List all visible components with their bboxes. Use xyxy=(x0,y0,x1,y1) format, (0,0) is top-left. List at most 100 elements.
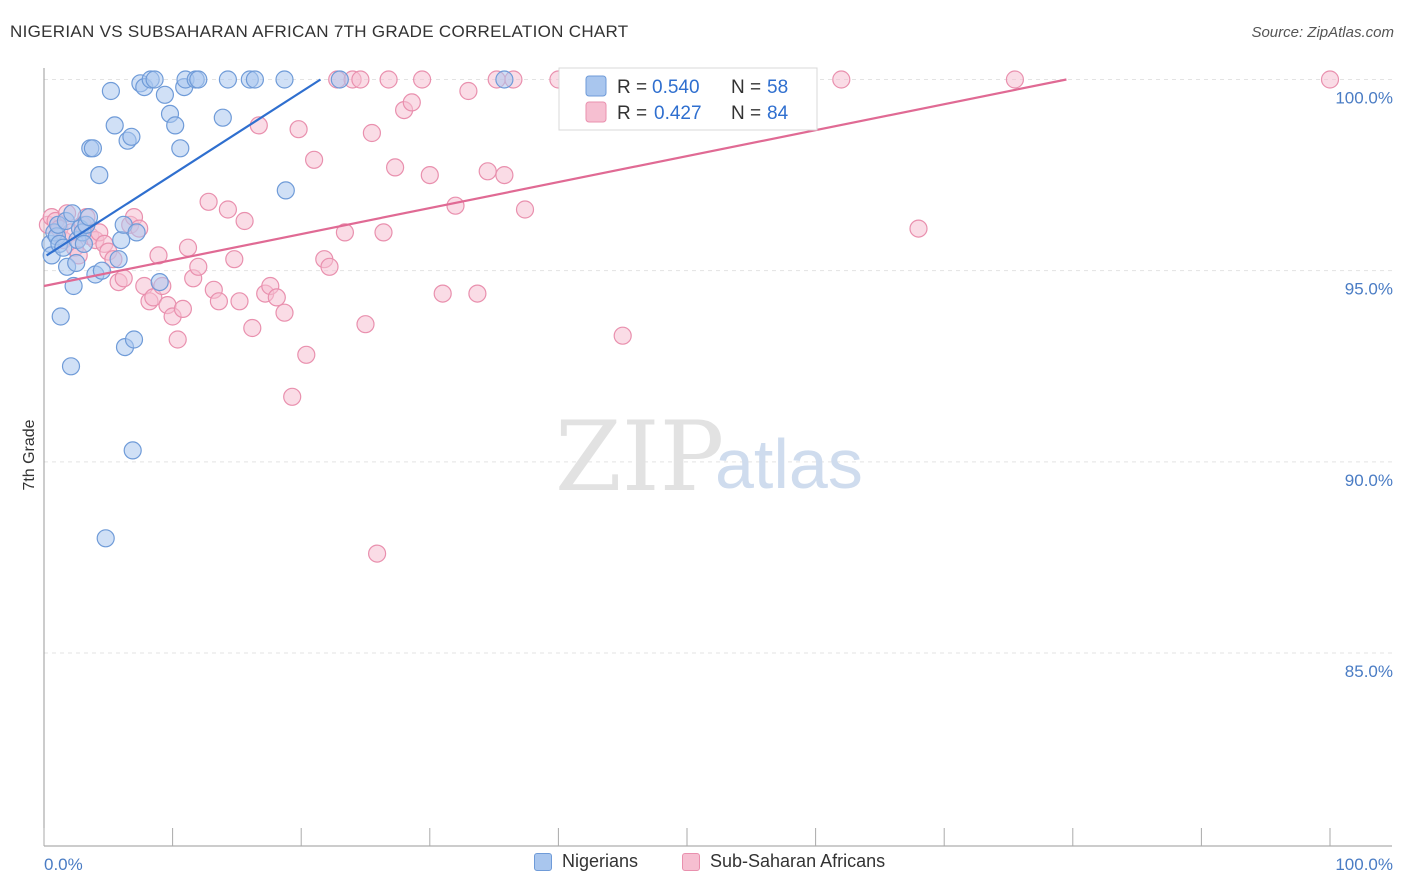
nigerians-point-34 xyxy=(123,441,142,460)
sub-saharan-point-54 xyxy=(335,223,354,242)
sub-saharan-point-49 xyxy=(297,345,316,364)
sub-saharan-point-65 xyxy=(413,70,432,89)
nigerians-point-26 xyxy=(101,81,121,101)
nigerians-point-28 xyxy=(109,250,128,269)
sub-saharan-point-71 xyxy=(478,162,497,181)
sub-saharan-point-83 xyxy=(1320,70,1340,89)
nigerians-point-51 xyxy=(218,70,237,89)
nigerians-point-24 xyxy=(92,261,112,280)
watermark: ZIP atlas xyxy=(555,401,863,513)
y-tick-label-0: 85.0% xyxy=(1345,662,1393,681)
legend-r-label-2: R = xyxy=(617,103,647,124)
sub-saharan-point-52 xyxy=(320,257,339,276)
sub-saharan-point-41 xyxy=(243,318,262,338)
sub-saharan-point-30 xyxy=(173,299,192,318)
bottom-legend-label-nigerians: Nigerians xyxy=(562,851,639,871)
sub-saharan-point-81 xyxy=(909,219,928,238)
sub-saharan-point-47 xyxy=(283,387,302,406)
legend-r-label-1: R = xyxy=(617,77,647,98)
y-axis-title: 7th Grade xyxy=(21,419,38,490)
grid-lines xyxy=(44,79,1392,654)
sub-saharan-point-48 xyxy=(289,120,308,139)
sub-saharan-point-50 xyxy=(305,150,324,169)
nigerians-point-13 xyxy=(67,253,86,273)
sub-saharan-point-40 xyxy=(235,211,254,231)
y-tick-label-3: 100.0% xyxy=(1335,89,1393,108)
bottom-legend-nigerians[interactable]: Nigerians xyxy=(534,851,638,872)
y-tick-label-1: 90.0% xyxy=(1345,471,1393,490)
nigerians-point-6 xyxy=(51,307,70,326)
sub-saharan-point-66 xyxy=(420,166,439,185)
sub-saharan-point-39 xyxy=(230,292,249,311)
sub-saharan-point-64 xyxy=(402,93,421,112)
sub-saharan-point-82 xyxy=(1005,70,1025,89)
nigerians-point-36 xyxy=(127,223,146,242)
sub-saharan-point-59 xyxy=(368,544,387,563)
sub-saharan-point-58 xyxy=(362,123,381,143)
sub-saharan-point-69 xyxy=(459,81,478,101)
sub-saharan-point-67 xyxy=(433,284,452,303)
nigerians-point-57 xyxy=(495,70,514,89)
nigerians-point-44 xyxy=(166,116,185,135)
sub-saharan-point-46 xyxy=(275,303,294,322)
bottom-legend-swatch-nigerians xyxy=(534,852,552,871)
legend-n-label-1: N = xyxy=(731,77,761,98)
x-tick-label-1: 100.0% xyxy=(1335,855,1393,874)
nigerians-point-53 xyxy=(245,70,264,89)
nigerians-point-56 xyxy=(330,70,349,89)
sub-saharan-point-75 xyxy=(515,200,535,219)
nigerians-point-45 xyxy=(171,139,190,158)
nigerians-point-42 xyxy=(155,85,174,104)
sub-saharan-point-70 xyxy=(468,284,487,303)
nigerians-point-29 xyxy=(112,231,131,250)
nigerians-point-49 xyxy=(189,70,208,89)
watermark-atlas: atlas xyxy=(715,425,863,503)
legend-swatch-sub-saharan xyxy=(585,101,607,123)
nigerians-point-33 xyxy=(122,127,141,146)
bottom-legend-label-sub-saharan: Sub-Saharan Africans xyxy=(710,851,886,871)
sub-saharan-point-38 xyxy=(225,250,244,269)
sub-saharan-point-56 xyxy=(351,70,370,89)
legend-r-value-2: 0.427 xyxy=(654,103,702,124)
nigerians-point-7 xyxy=(54,238,73,257)
trend-lines xyxy=(43,78,1067,288)
nigerians-point-40 xyxy=(145,70,164,89)
bottom-legend-sub-saharan[interactable]: Sub-Saharan Africans xyxy=(682,851,885,872)
trend-line-nigerians xyxy=(46,78,322,257)
legend-n-value-2: 84 xyxy=(767,103,789,124)
sub-saharan-point-80 xyxy=(832,70,851,89)
sub-saharan-point-37 xyxy=(218,200,237,219)
nigerians-point-54 xyxy=(275,70,294,89)
sub-saharan-point-57 xyxy=(356,315,375,334)
stats-legend: R = 0.540 N = 58 R = 0.427 N = 84 xyxy=(558,67,818,131)
sub-saharan-point-60 xyxy=(374,223,393,242)
chart-source: Source: ZipAtlas.com xyxy=(1251,24,1394,41)
bottom-legend: Nigerians Sub-Saharan Africans xyxy=(0,851,1406,877)
nigerians-point-25 xyxy=(96,529,115,548)
nigerians-point-41 xyxy=(150,273,169,292)
legend-n-label-2: N = xyxy=(731,103,761,124)
sub-saharan-point-29 xyxy=(168,330,187,349)
y-tick-labels: 85.0% 90.0% 95.0% 100.0% xyxy=(1335,89,1393,682)
sub-saharan-point-61 xyxy=(379,70,398,89)
sub-saharan-point-73 xyxy=(495,166,514,185)
sub-saharan-point-18 xyxy=(114,269,133,288)
watermark-zip: ZIP xyxy=(555,401,724,513)
sub-saharan-point-31 xyxy=(178,238,198,257)
nigerians-point-17 xyxy=(74,234,94,253)
sub-saharan-point-36 xyxy=(209,292,228,311)
nigerians-point-19 xyxy=(79,208,99,227)
legend-n-value-1: 58 xyxy=(767,77,788,98)
axes xyxy=(43,68,1392,847)
sub-saharan-point-45 xyxy=(267,288,286,307)
legend-swatch-nigerians xyxy=(585,75,607,97)
series-nigerians xyxy=(41,70,514,548)
nigerians-point-35 xyxy=(124,330,144,349)
sub-saharan-point-62 xyxy=(386,158,405,177)
y-tick-label-2: 95.0% xyxy=(1345,280,1393,299)
sub-saharan-point-78 xyxy=(613,326,632,345)
nigerians-point-23 xyxy=(90,166,109,185)
trend-line-sub-saharan xyxy=(43,78,1067,288)
nigerians-point-11 xyxy=(63,204,82,223)
